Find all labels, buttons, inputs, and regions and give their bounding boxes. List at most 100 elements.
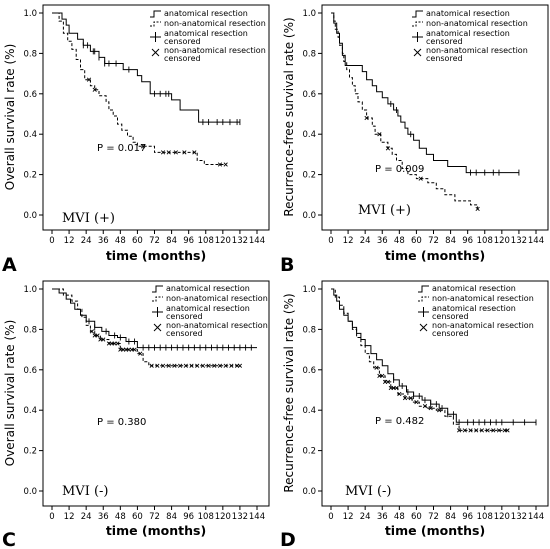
x-tick-label: 60 (411, 512, 422, 522)
p-value: P = 0.482 (375, 416, 424, 427)
plot-frame (42, 4, 270, 231)
survival-curves (331, 12, 520, 212)
censor-mark (394, 385, 399, 391)
censor-mark (397, 391, 402, 397)
legend-dashed-symbol (412, 21, 423, 27)
x-tick-label: 0 (328, 236, 333, 246)
y-tick-label: 0.8 (23, 325, 37, 335)
censor-mark (475, 206, 480, 212)
legend-solid-symbol (412, 10, 423, 18)
censor-mark (155, 363, 160, 368)
plot-frame (42, 280, 270, 507)
censor-mark (462, 428, 467, 433)
x-tick-label: 108 (477, 236, 493, 246)
censor-mark (101, 337, 106, 342)
group-label: MVI (-) (345, 484, 392, 499)
x-axis-label: time (months) (106, 523, 206, 538)
y-tick-label: 0.6 (23, 366, 37, 376)
censor-mark (374, 365, 379, 370)
y-axis-label: Overall survival rate (%) (3, 44, 17, 190)
x-tick-label: 132 (232, 512, 248, 522)
x-axis-label: time (months) (385, 523, 485, 538)
anatomical-curve (52, 12, 240, 123)
y-tick-label: 0.0 (302, 211, 316, 221)
survival-curves (52, 288, 257, 368)
x-tick-label: 72 (149, 236, 160, 246)
legend-anatomical-censored: anatomical resection (164, 29, 248, 38)
y-tick-label: 0.2 (23, 171, 37, 181)
y-tick-label: 0.2 (302, 447, 316, 457)
x-tick-label: 0 (328, 512, 333, 522)
x-tick-label: 48 (115, 236, 126, 246)
censor-mark (212, 363, 217, 368)
censor-mark (408, 395, 413, 401)
legend-anatomical-censored: anatomical resection (432, 304, 516, 313)
censor-mark (485, 428, 490, 433)
x-tick-label: 120 (494, 512, 510, 522)
censor-mark (140, 144, 146, 149)
panel-letter: B (280, 254, 294, 276)
censor-mark (217, 363, 223, 368)
legend-non-anatomical: non-anatomical resection (426, 19, 528, 28)
x-tick-label: 144 (249, 512, 265, 522)
x-tick-label: 108 (198, 512, 214, 522)
y-tick-label: 0.4 (302, 130, 316, 140)
legend-dashed-symbol (152, 296, 163, 302)
legend-non-anatomical-censored: censored (426, 54, 463, 63)
y-tick-label: 0.6 (23, 90, 37, 100)
legend-anatomical: anatomical resection (432, 284, 516, 293)
y-tick-label: 0.8 (302, 325, 316, 335)
legend-dashed-symbol (150, 21, 161, 27)
censor-mark (457, 428, 462, 433)
y-tick-label: 1.0 (23, 285, 37, 295)
y-axis-label: Recurrence-free survival rate (%) (282, 17, 296, 216)
censor-mark (385, 146, 391, 151)
y-tick-label: 0.6 (302, 366, 316, 376)
legend-anatomical-censored: anatomical resection (166, 304, 250, 313)
x-tick-label: 132 (232, 236, 248, 246)
x-tick-label: 72 (149, 512, 160, 522)
censor-mark (364, 115, 369, 121)
censor-mark (402, 395, 408, 401)
x-tick-label: 36 (98, 512, 109, 522)
x-tick-label: 36 (377, 236, 388, 246)
panel-b: 0.00.20.40.60.81.0 0 12 24 36 48 60 72 84 96 108 1… (280, 4, 549, 276)
censor-mark (237, 363, 243, 368)
y-tick-label: 0.8 (302, 49, 316, 59)
censor-mark (95, 333, 100, 338)
y-tick-label: 1.0 (23, 9, 37, 19)
x-tick-label: 132 (511, 512, 527, 522)
y-ticks: 0.0 0.2 0.4 0.6 0.8 1.0 (23, 9, 43, 221)
x-tick-label: 132 (511, 236, 527, 246)
legend-non-anatomical-censored: censored (164, 54, 201, 63)
x-tick-label: 48 (394, 236, 405, 246)
legend-non-anatomical: non-anatomical resection (164, 19, 266, 28)
censor-mark (183, 363, 188, 368)
legend-anatomical-censored: censored (164, 37, 201, 46)
legend-non-anatomical-censored: censored (432, 329, 469, 338)
y-tick-label: 0.4 (23, 406, 37, 416)
legend-solid-symbol (418, 285, 429, 293)
x-tick-label: 96 (183, 236, 194, 246)
x-tick-label: 72 (428, 236, 439, 246)
y-tick-label: 0.0 (23, 487, 37, 497)
x-tick-label: 120 (215, 236, 231, 246)
y-tick-label: 0.4 (23, 130, 37, 140)
y-ticks: 0.0 0.2 0.4 0.6 0.8 1.0 (23, 285, 43, 497)
panel-d: 0.00.20.40.60.81.0 0 12 24 36 48 60 72 84 96 108 1… (280, 280, 549, 549)
legend-non-anatomical-censored: censored (166, 329, 203, 338)
non-anatomical-curve (331, 288, 508, 431)
censor-mark (491, 428, 496, 433)
censor-mark (92, 87, 97, 92)
x-tick-label: 96 (462, 512, 473, 522)
legend-cross-symbol (413, 48, 422, 57)
legend-anatomical-censored: censored (432, 312, 469, 321)
censor-mark (166, 150, 171, 155)
censor-mark (437, 408, 442, 413)
x-tick-label: 24 (360, 512, 371, 522)
legend-solid-symbol (152, 285, 163, 293)
x-ticks: 0 12 24 36 48 60 72 84 96 108 120 132 144 (49, 506, 265, 522)
